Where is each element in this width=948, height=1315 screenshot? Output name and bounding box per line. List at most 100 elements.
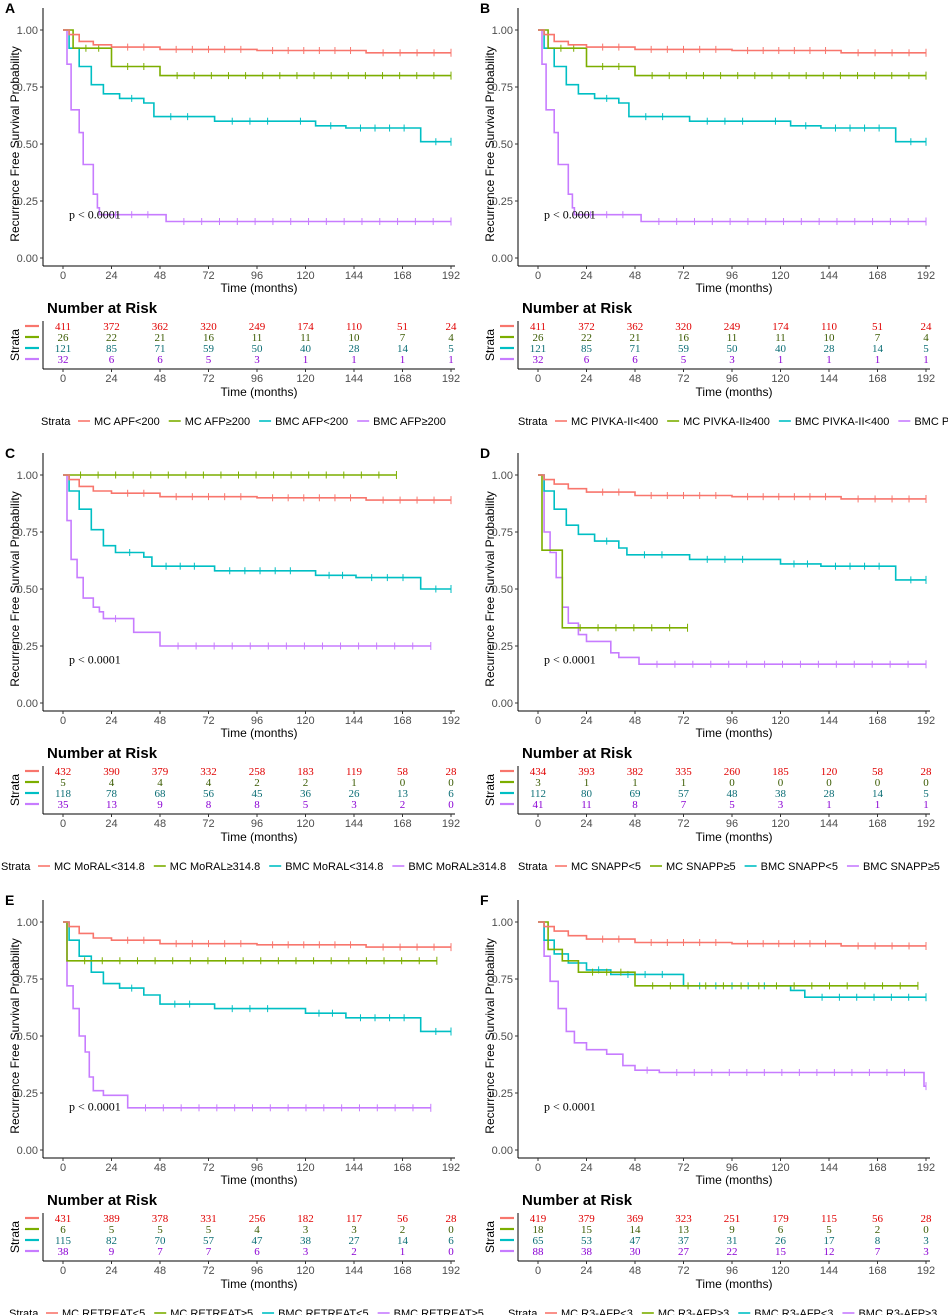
risk-x-tick-label: 24 (580, 1265, 592, 1277)
risk-count: 331 (200, 1213, 217, 1225)
risk-count: 30 (630, 1246, 642, 1258)
legend-label: BMC SNAPP≥5 (863, 861, 940, 873)
risk-x-tick-label: 120 (296, 1265, 314, 1277)
y-axis-title: Recurrence Free Survival Probability (8, 938, 22, 1133)
risk-count: 16 (678, 332, 690, 344)
risk-count: 14 (397, 1235, 409, 1247)
risk-count: 1 (303, 354, 309, 366)
risk-count: 3 (923, 1246, 929, 1258)
panel-a: A Recurrence Free Survival Probability 0.0… (5, 0, 460, 428)
risk-count: 70 (155, 1235, 167, 1247)
risk-x-tick-label: 168 (393, 373, 411, 385)
risk-count: 382 (627, 766, 644, 778)
risk-x-tick-label: 72 (677, 1265, 689, 1277)
risk-count: 47 (252, 1235, 264, 1247)
x-tick-label: 72 (677, 715, 689, 727)
risk-count: 37 (678, 1235, 690, 1247)
risk-count: 379 (152, 766, 169, 778)
risk-count: 260 (724, 766, 741, 778)
risk-count: 7 (875, 1246, 881, 1258)
risk-count: 28 (921, 766, 933, 778)
panel-b: B Recurrence Free Survival Probability 0.0… (480, 0, 948, 428)
risk-count: 335 (675, 766, 692, 778)
p-value: p < 0.0001 (69, 208, 121, 222)
risk-count: 71 (630, 343, 641, 355)
x-tick-label: 120 (296, 1162, 314, 1174)
x-tick-label: 144 (820, 1162, 838, 1174)
risk-count: 11 (252, 332, 263, 344)
risk-count: 38 (581, 1246, 593, 1258)
y-axis-title: Recurrence Free Survival Probability (483, 938, 497, 1133)
risk-count: 4 (923, 332, 929, 344)
x-tick-label: 0 (535, 715, 541, 727)
risk-count: 251 (724, 1213, 741, 1225)
risk-count: 3 (778, 799, 784, 811)
risk-x-tick-label: 192 (442, 373, 460, 385)
risk-count: 332 (200, 766, 217, 778)
risk-x-tick-label: 48 (154, 1265, 166, 1277)
risk-x-tick-label: 192 (442, 1265, 460, 1277)
x-tick-label: 96 (726, 1162, 738, 1174)
legend-label: BMC MoRAL≥314.8 (408, 861, 506, 873)
risk-x-tick-label: 120 (296, 818, 314, 830)
risk-count: 11 (300, 332, 311, 344)
risk-count: 179 (772, 1213, 789, 1225)
risk-count: 3 (351, 1224, 357, 1236)
legend-label: BMC AFP≥200 (373, 416, 446, 428)
km-curve-3 (538, 29, 926, 143)
risk-x-tick-label: 96 (251, 1265, 263, 1277)
km-curve-4 (63, 29, 451, 223)
risk-count: 68 (155, 788, 167, 800)
km-curve-2 (63, 29, 451, 77)
risk-table-title: Number at Risk (522, 745, 633, 762)
risk-x-tick-label: 192 (917, 818, 935, 830)
risk-count: 362 (627, 321, 644, 333)
risk-count: 362 (152, 321, 169, 333)
risk-x-tick-label: 0 (60, 373, 66, 385)
risk-count: 1 (826, 799, 832, 811)
y-tick-label: 0.25 (492, 641, 513, 653)
risk-count: 14 (397, 343, 409, 355)
km-curve-3 (538, 921, 926, 998)
x-tick-label: 96 (726, 715, 738, 727)
legend-title: Strata (518, 416, 548, 428)
risk-count: 1 (875, 799, 881, 811)
x-tick-label: 0 (535, 270, 541, 282)
legend-label: BMC AFP<200 (275, 416, 348, 428)
risk-count: 0 (923, 1224, 929, 1236)
risk-table-title: Number at Risk (522, 300, 633, 317)
risk-x-tick-label: 72 (677, 373, 689, 385)
risk-x-tick-label: 168 (868, 373, 886, 385)
risk-count: 6 (448, 788, 454, 800)
y-tick-label: 1.00 (17, 25, 38, 37)
p-value: p < 0.0001 (544, 208, 596, 222)
legend-label: MC R3-AFP<3 (561, 1308, 633, 1315)
km-curve-3 (63, 921, 451, 1033)
km-curve-4 (63, 474, 431, 647)
risk-count: 15 (581, 1224, 593, 1236)
y-tick-label: 1.00 (17, 917, 38, 929)
x-tick-label: 96 (726, 270, 738, 282)
risk-count: 411 (55, 321, 71, 333)
risk-count: 1 (778, 354, 784, 366)
risk-x-tick-label: 96 (251, 818, 263, 830)
x-tick-label: 48 (629, 715, 641, 727)
risk-count: 0 (400, 777, 406, 789)
risk-count: 249 (249, 321, 266, 333)
legend-label: MC SNAPP<5 (571, 861, 641, 873)
km-curve-3 (538, 474, 926, 581)
risk-count: 119 (346, 766, 363, 778)
risk-count: 80 (581, 788, 593, 800)
x-tick-label: 96 (251, 1162, 263, 1174)
risk-count: 26 (775, 1235, 787, 1247)
x-tick-label: 192 (917, 1162, 935, 1174)
risk-x-tick-label: 168 (393, 818, 411, 830)
x-tick-label: 72 (202, 715, 214, 727)
risk-count: 14 (630, 1224, 642, 1236)
risk-x-tick-label: 168 (868, 818, 886, 830)
risk-y-title: Strata (8, 1221, 22, 1253)
x-axis-title: Time (months) (696, 1173, 773, 1187)
risk-count: 3 (254, 354, 260, 366)
legend-label: MC MoRAL≥314.8 (170, 861, 260, 873)
